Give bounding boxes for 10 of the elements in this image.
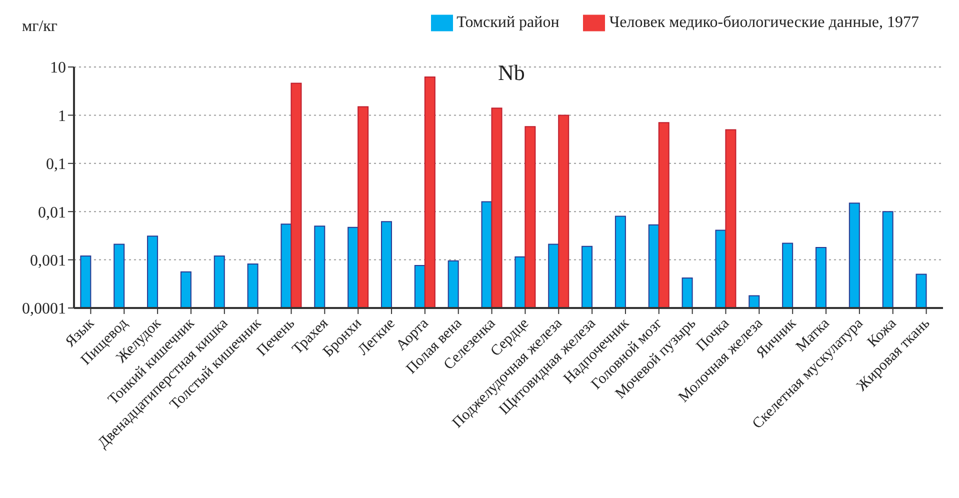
legend-label: Томский район	[456, 14, 560, 31]
y-tick-label: 10	[50, 60, 66, 77]
legend-label: Человек медико-биологические данные, 1977	[609, 14, 919, 31]
y-tick-label: 0,0001	[22, 300, 66, 318]
y-tick-label: 1	[58, 108, 66, 125]
y-tick-label: 0,01	[38, 204, 66, 222]
y-axis-title: мг/кг	[22, 18, 58, 36]
y-tick-label: 0,1	[46, 156, 66, 174]
chart-title: Nb	[498, 60, 525, 86]
y-tick-label: 0,001	[30, 252, 66, 270]
